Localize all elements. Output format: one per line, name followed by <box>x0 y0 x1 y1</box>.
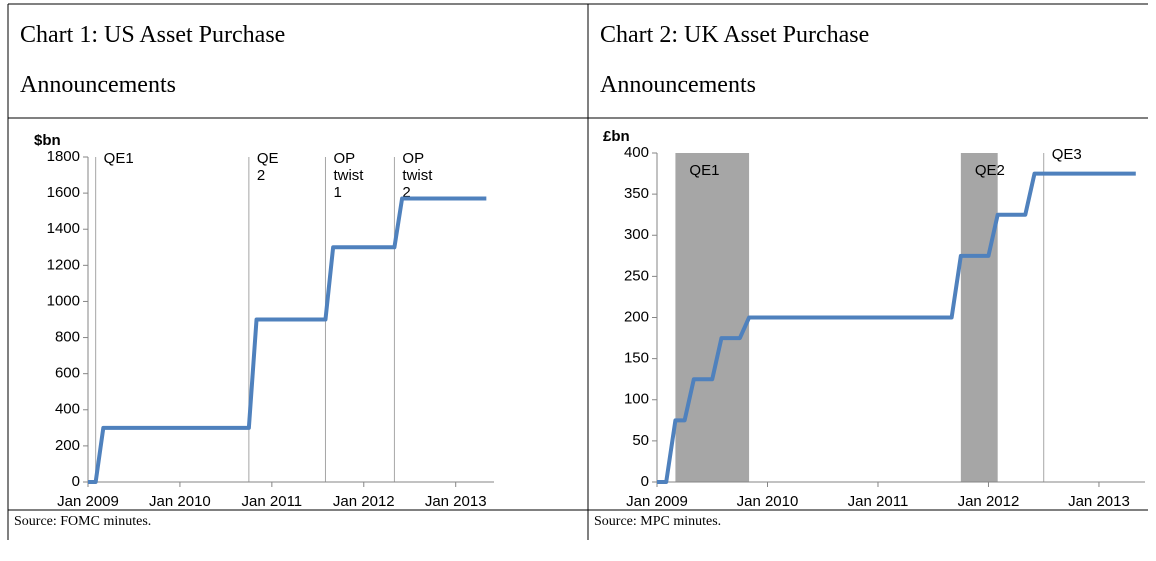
source: Source: FOMC minutes. <box>14 514 152 529</box>
label-line: OP <box>402 150 424 167</box>
y-tick-label: 350 <box>624 185 649 202</box>
y-tick-label: 100 <box>624 391 649 408</box>
y-tick-label: 0 <box>641 473 649 490</box>
x-tick-label: Jan 2012 <box>958 493 1020 510</box>
y-tick-label: 400 <box>55 401 80 418</box>
x-tick-label: Jan 2011 <box>848 493 909 510</box>
y-tick-label: 600 <box>55 365 80 382</box>
label-line: 2 <box>402 184 410 201</box>
annotation-label: OP twist 1 <box>333 150 364 201</box>
data-line <box>88 196 487 484</box>
y-tick-label: 400 <box>624 144 649 161</box>
x-tick-label: Jan 2013 <box>425 493 487 510</box>
y-tick-label: 250 <box>624 267 649 284</box>
y-tick-label: 200 <box>55 437 80 454</box>
y-tick-label: 800 <box>55 329 80 346</box>
shaded-period <box>960 153 998 482</box>
y-tick-label: 150 <box>624 350 649 367</box>
annotation-label: QE3 <box>1052 146 1082 163</box>
label-line: 2 <box>257 167 265 184</box>
y-tick-label: 1200 <box>47 256 80 273</box>
shaded-period <box>675 153 750 482</box>
label-line: OP <box>333 150 355 167</box>
label-line: QE <box>257 150 279 167</box>
data-line <box>657 171 1136 484</box>
x-tick-label: Jan 2009 <box>626 493 688 510</box>
chart-title: Chart 2: UK Asset Purchase Announcements <box>600 22 870 98</box>
annotation-label: QE2 <box>975 162 1005 179</box>
label-line: twist <box>333 167 364 184</box>
y-tick-label: 0 <box>72 473 80 490</box>
source: Source: MPC minutes. <box>594 514 722 529</box>
y-tick-label: 1800 <box>47 148 80 165</box>
y-tick-label: 50 <box>632 432 649 449</box>
annotation-label: QE1 <box>689 162 719 179</box>
y-tick-label: 300 <box>624 226 649 243</box>
y-tick-label: 1000 <box>47 292 80 309</box>
y-tick-label: 1600 <box>47 184 80 201</box>
y-tick-label: 200 <box>624 308 649 325</box>
y-axis-label: £bn <box>603 128 630 145</box>
x-tick-label: Jan 2009 <box>57 493 119 510</box>
annotation-label: QE1 <box>104 150 134 167</box>
x-tick-label: Jan 2011 <box>242 493 303 510</box>
x-tick-label: Jan 2010 <box>737 493 799 510</box>
label-line: 1 <box>333 184 341 201</box>
chart-title: Chart 1: US Asset Purchase Announcements <box>20 22 286 98</box>
label-line: twist <box>402 167 433 184</box>
y-axis-label: $bn <box>34 132 61 149</box>
x-tick-label: Jan 2010 <box>149 493 211 510</box>
annotation-label: OP twist 2 <box>402 150 433 201</box>
x-tick-label: Jan 2013 <box>1068 493 1130 510</box>
y-tick-label: 1400 <box>47 220 80 237</box>
x-tick-label: Jan 2012 <box>333 493 395 510</box>
